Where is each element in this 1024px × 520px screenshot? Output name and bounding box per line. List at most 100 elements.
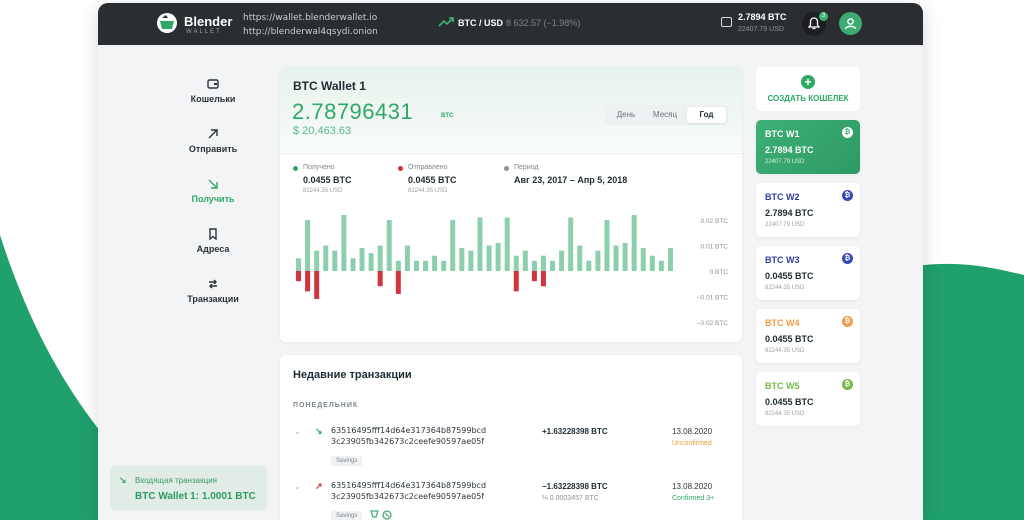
chart-bar-positive: [323, 245, 329, 271]
wallet-btc: 0.0455 BTC: [765, 397, 814, 407]
wallet-unit: BTC: [441, 113, 454, 119]
wallet-usd: 82244.35 USD: [765, 411, 805, 417]
chart-bar-positive: [395, 260, 401, 271]
chart-bar-positive: [486, 245, 492, 271]
sent-dot: [398, 166, 403, 171]
tab-day[interactable]: День: [616, 110, 636, 119]
wallet-name: BTC W5: [765, 381, 800, 391]
tx-amount: −1.63228398 BTC: [542, 482, 608, 491]
chart-bar-positive: [595, 250, 601, 271]
tx-tag: Savings: [331, 456, 363, 466]
chart-bar-positive: [577, 245, 583, 271]
nav-addresses[interactable]: Адреса: [173, 228, 253, 254]
wallet-btc: 0.0455 BTC: [765, 271, 814, 281]
divider: [280, 153, 742, 154]
nav-receive[interactable]: Получить: [173, 178, 253, 204]
clearnet-url-link[interactable]: https://wallet.blenderwallet.io: [243, 13, 378, 23]
bitcoin-icon: ₿: [842, 190, 853, 201]
period-dot: [504, 166, 509, 171]
stat-value: Авг 23, 2017 – Апр 5, 2018: [514, 175, 628, 185]
chart-bar-positive: [314, 250, 320, 271]
tx-date: 13.08.2020: [672, 482, 713, 491]
stat-sub: 82244.35 USD: [303, 188, 343, 194]
wallet-overview-card: BTC Wallet 1 2.78796431 BTC $ 20,463.63 …: [280, 67, 742, 342]
chart-bar-negative: [296, 271, 302, 282]
chart-bar-negative: [540, 271, 546, 287]
total-balance-usd: 22407.79 USD: [738, 26, 784, 33]
onion-url-link[interactable]: http://blenderwal4qsydi.onion: [243, 27, 378, 37]
chart-bar-negative: [531, 271, 537, 282]
bitcoin-icon: ₿: [842, 316, 853, 327]
tx-fee: ⅔ 0.0003457 BTC: [542, 495, 599, 502]
incoming-label: Входящая транзакция: [135, 476, 217, 485]
stat-label: Отправлено: [408, 164, 448, 171]
incoming-value: BTC Wallet 1: 1.0001 BTC: [135, 491, 256, 502]
y-tick-label: 0 BTC: [710, 269, 729, 276]
nav-transactions[interactable]: Транзакции: [173, 278, 253, 304]
arrow-down-right-icon: ↘: [119, 475, 127, 485]
wallet-app-window: Blender WALLET https://wallet.blenderwal…: [98, 3, 923, 520]
tab-month[interactable]: Месяц: [652, 110, 678, 119]
outgoing-arrow-icon: ↗: [315, 481, 323, 491]
stat-value: 0.0455 BTC: [408, 175, 457, 185]
chart-bar-positive: [350, 258, 356, 271]
y-tick-label: –0.02 BTC: [697, 320, 728, 327]
chart-bar-positive: [377, 245, 383, 271]
tx-status: Unconfirmed: [672, 440, 712, 447]
chart-bar-positive: [568, 217, 574, 271]
chart-bar-positive: [667, 248, 673, 271]
chart-bar-positive: [531, 260, 537, 271]
nav-send[interactable]: Отправить: [173, 128, 253, 154]
chart-bar-positive: [649, 255, 655, 271]
tx-hash-line1: 63516495fff14d64e317364b87599bcd: [331, 426, 487, 435]
nav-transactions-label: Транзакции: [187, 294, 239, 304]
chart-bar-positive: [423, 260, 429, 271]
tx-hash-line1: 63516495fff14d64e317364b87599bcd: [331, 481, 487, 490]
transaction-row[interactable]: ⌄ ↗ 63516495fff14d64e317364b87599bcd 3c2…: [280, 478, 742, 520]
stat-value: 0.0455 BTC: [303, 175, 352, 185]
logo-subtitle: WALLET: [186, 29, 222, 35]
tab-year[interactable]: Год: [687, 107, 726, 123]
chart-bar-negative: [513, 271, 519, 292]
chart-bar-positive: [368, 253, 374, 271]
tx-hash-line2: 3c23905fb342673c2ceefe90597ae05f: [331, 437, 485, 446]
user-avatar-button[interactable]: [839, 12, 862, 35]
wallet-name: BTC W3: [765, 255, 800, 265]
wallet-card-w3[interactable]: BTC W3 ₿ 0.0455 BTC 82244.35 USD: [756, 246, 860, 300]
nav-wallets[interactable]: Кошельки: [173, 78, 253, 104]
tx-extra-icons: [370, 510, 392, 520]
chevron-down-icon[interactable]: ⌄: [294, 482, 301, 491]
wallet-name: BTC W4: [765, 318, 800, 328]
user-icon: [844, 18, 857, 30]
chart-bar-positive: [640, 248, 646, 271]
plus-icon: +: [801, 75, 815, 89]
wallet-card-w1[interactable]: BTC W1 ₿ 2.7894 BTC 22407.79 USD: [756, 120, 860, 174]
chart-bar-positive: [450, 220, 456, 271]
transaction-row[interactable]: ⌄ ↘ 63516495fff14d64e317364b87599bcd 3c2…: [280, 423, 742, 478]
incoming-transaction-toast[interactable]: ↘ Входящая транзакция BTC Wallet 1: 1.00…: [110, 466, 267, 510]
tx-status: Confirmed 3+: [672, 495, 715, 502]
chevron-down-icon[interactable]: ⌄: [294, 427, 301, 436]
wallet-card-w4[interactable]: BTC W4 ₿ 0.0455 BTC 82244.35 USD: [756, 309, 860, 363]
nav-addresses-label: Адреса: [196, 244, 230, 254]
chart-bar-positive: [658, 260, 664, 271]
wallet-name: BTC W1: [765, 129, 800, 139]
wallet-name: BTC W2: [765, 192, 800, 202]
chart-bar-positive: [413, 260, 419, 271]
chart-bar-negative: [395, 271, 401, 294]
chart-bar-positive: [404, 245, 410, 271]
currency-rate: 8 632.57 (−1.98%): [506, 18, 581, 28]
chart-bar-positive: [540, 255, 546, 271]
wallet-card-w2[interactable]: BTC W2 ₿ 2.7894 BTC 22407.79 USD: [756, 183, 860, 237]
chart-bar-positive: [432, 255, 438, 271]
tx-date: 13.08.2020: [672, 427, 713, 436]
chart-bar-positive: [613, 245, 619, 271]
bitcoin-icon: ₿: [842, 127, 853, 138]
balance-bar-chart: 0.02 BTC 0.01 BTC 0 BTC –0.01 BTC –0.02 BTC: [296, 215, 729, 327]
y-tick-label: 0.01 BTC: [701, 244, 729, 251]
arrow-up-right-icon: [208, 129, 218, 139]
wallet-card-w5[interactable]: BTC W5 ₿ 0.0455 BTC 82244.35 USD: [756, 372, 860, 426]
chart-bar-positive: [468, 250, 474, 271]
wallet-btc: 2.7894 BTC: [765, 208, 814, 218]
create-wallet-button[interactable]: + СОЗДАТЬ КОШЕЛЕК: [756, 67, 860, 111]
